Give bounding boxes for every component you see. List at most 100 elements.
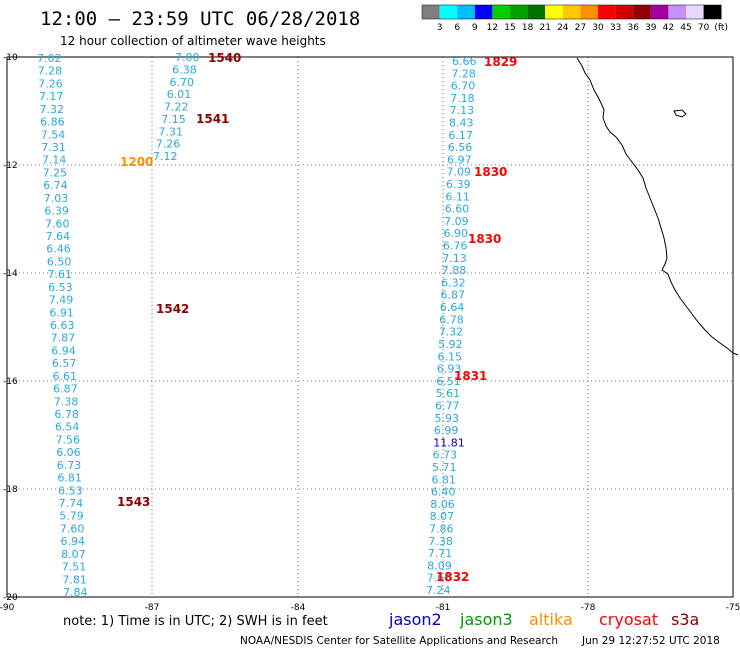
wave-height-value: 6.46 — [46, 243, 71, 256]
colorbar-tick-label: 18 — [522, 23, 534, 33]
colorbar-tick-label: 3 — [437, 23, 443, 33]
wave-height-value: 6.77 — [435, 399, 460, 412]
colorbar-swatch — [422, 5, 440, 19]
colorbar-swatch — [474, 5, 493, 19]
colorbar-swatch — [650, 5, 669, 19]
wave-height-value: 7.26 — [156, 138, 181, 151]
wave-height-value: 7.24 — [426, 584, 451, 597]
satellite-legend: jason2 jason3 altika cryosat s3a — [388, 610, 699, 629]
wave-height-value: 6.86 — [40, 116, 65, 129]
wave-height-value: 6.94 — [61, 535, 86, 548]
wave-height-value: 7.56 — [56, 433, 80, 446]
colorbar-tick-label: 36 — [627, 23, 639, 33]
wave-height-value: 6.94 — [51, 344, 76, 357]
latitude-tick-label: -18 — [3, 485, 18, 495]
colorbar-tick-label: 39 — [645, 23, 657, 33]
wave-height-value: 6.54 — [55, 421, 79, 434]
wave-height-value: 7.87 — [51, 332, 76, 345]
longitude-tick-label: -75 — [726, 603, 740, 613]
wave-height-value: 7.81 — [62, 573, 87, 586]
wave-height-value: 6.56 — [448, 141, 473, 154]
colorbar-swatch — [703, 5, 722, 19]
map-grid: -90 -87 -84 -81 -78 -75 -10 -12 -14 -16 -18 -20 — [0, 53, 740, 613]
wave-height-value: 7.22 — [164, 101, 189, 114]
wave-height-value: 6.51 — [436, 375, 461, 388]
wave-height-value: 11.81 — [433, 436, 465, 449]
wave-height-value: 7.61 — [48, 268, 73, 281]
latitude-tick-label: -20 — [3, 593, 18, 603]
s3a-track: 7.006.386.706.017.227.157.317.267.127.02… — [37, 51, 200, 599]
longitude-tick-label: -78 — [581, 603, 596, 613]
wave-height-value: 7.28 — [38, 65, 63, 78]
latitude-tick-label: -16 — [3, 377, 18, 387]
wave-height-value: 7.09 — [444, 215, 469, 228]
map-frame — [6, 56, 734, 598]
satellite-name-altika: altika — [529, 610, 573, 629]
wave-height-value: 7.86 — [429, 522, 454, 535]
footer-timestamp: Jun 29 12:27:52 UTC 2018 — [581, 635, 720, 647]
wave-height-value: 7.60 — [60, 522, 85, 535]
colorbar-swatch — [615, 5, 634, 19]
latitude-tick-label: -14 — [3, 269, 18, 279]
colorbar-tick-label: 24 — [557, 23, 569, 33]
wave-height-value: 8.07 — [61, 548, 85, 561]
wave-height-value: 7.38 — [428, 535, 453, 548]
wave-height-value: 7.88 — [442, 264, 467, 277]
longitude-tick-label: -84 — [291, 603, 306, 613]
longitude-tick-label: -90 — [0, 603, 15, 613]
wave-height-value: 6.39 — [446, 178, 471, 191]
colorbar-tick-label: 42 — [663, 23, 674, 33]
wave-height-value: 7.32 — [39, 103, 64, 116]
colorbar-tick-label: 9 — [472, 23, 478, 33]
colorbar-tick-label: 6 — [454, 23, 460, 33]
wave-height-value: 6.06 — [56, 446, 81, 459]
wave-height-value: 7.14 — [42, 154, 66, 167]
wave-height-value: 7.49 — [49, 294, 73, 307]
wave-height-value: 7.28 — [451, 67, 476, 80]
wave-height-value: 6.64 — [440, 301, 465, 314]
colorbar-tick-label: 33 — [610, 23, 621, 33]
wave-height-value: 6.73 — [433, 449, 458, 462]
wave-height-value: 6.93 — [437, 363, 462, 376]
wave-height-value: 7.26 — [38, 77, 63, 90]
wave-height-value: 7.03 — [44, 192, 69, 205]
wave-height-value: 7.71 — [428, 547, 453, 560]
wave-height-value: 5.92 — [438, 338, 463, 351]
cryosat-pass-times: 1829 1830 1830 1831 1832 — [436, 55, 517, 584]
satellite-name-cryosat: cryosat — [599, 610, 658, 629]
wave-height-value: 6.61 — [52, 370, 77, 383]
map-title: 12:00 – 23:59 UTC 06/28/2018 — [40, 8, 360, 30]
pass-time-label: 1541 — [196, 112, 229, 126]
satellite-name-s3a: s3a — [671, 610, 699, 629]
coastline — [576, 57, 739, 356]
cryosat-track: 6.667.286.707.187.138.436.176.566.977.09… — [426, 55, 477, 597]
wave-height-value: 7.54 — [41, 128, 66, 141]
pass-time-label: 1200 — [120, 155, 153, 169]
wave-height-value: 5.79 — [59, 510, 84, 523]
colorbar-swatch — [457, 5, 475, 19]
wave-height-value: 6.70 — [170, 76, 195, 89]
wave-height-value: 6.53 — [58, 484, 83, 497]
wave-height-value: 5.93 — [434, 412, 459, 425]
wave-height-value: 7.31 — [41, 141, 65, 154]
pass-time-label: 1832 — [436, 570, 469, 584]
pass-time-label: 1829 — [484, 55, 517, 69]
wave-height-value: 6.50 — [47, 255, 72, 268]
wave-height-value: 6.39 — [44, 205, 69, 218]
wave-height-value: 6.66 — [452, 55, 477, 68]
wave-height-value: 6.99 — [434, 424, 459, 437]
wave-height-value: 6.97 — [447, 153, 472, 166]
wave-height-value: 5.71 — [432, 461, 457, 474]
wave-height-value: 7.25 — [43, 166, 67, 179]
wave-height-value: 6.90 — [444, 227, 469, 240]
wave-height-value: 6.60 — [445, 203, 470, 216]
wave-height-value: 8.43 — [449, 117, 474, 130]
colorbar-swatch — [562, 5, 581, 19]
wave-height-value: 6.73 — [57, 459, 82, 472]
wave-height-value: 7.64 — [46, 230, 71, 243]
pass-time-label: 1543 — [117, 495, 150, 509]
wave-height-value: 7.13 — [450, 104, 475, 117]
colorbar-swatch — [510, 5, 528, 19]
colorbar-swatch — [439, 5, 458, 19]
satellite-name-jason2: jason2 — [388, 610, 442, 629]
